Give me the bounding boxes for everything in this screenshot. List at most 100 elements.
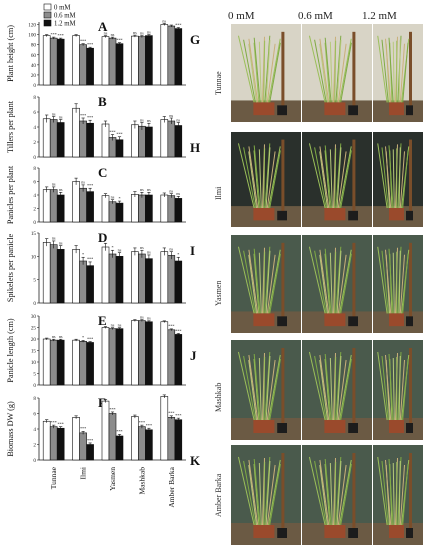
- bar: [138, 426, 146, 461]
- category-label: Tunnae: [49, 466, 58, 489]
- bar: [131, 416, 139, 461]
- bar: [145, 429, 153, 461]
- significance-label: *: [177, 252, 179, 257]
- significance-label: ***: [109, 129, 115, 134]
- plant-photos-panel: 0 mM 0.6 mM 1.2 mM G Tunnae H Ilmi I Yasmen J M…: [190, 0, 423, 550]
- bar: [138, 320, 146, 386]
- bar: [101, 246, 110, 304]
- photo-panel-letter: I: [190, 243, 196, 258]
- bar: [145, 258, 153, 304]
- y-tick-label: 60: [31, 53, 37, 59]
- plant-photo: [302, 132, 372, 227]
- bar: [42, 242, 51, 304]
- bar: [79, 187, 87, 223]
- significance-label: ***: [80, 426, 86, 431]
- legend-swatch: [43, 11, 52, 19]
- significance-label: ns: [59, 187, 63, 192]
- significance-label: ***: [116, 132, 122, 137]
- photo-cultivar-label: Tunnae: [214, 70, 223, 95]
- significance-label: ns: [104, 30, 108, 35]
- bar: [145, 35, 153, 86]
- significance-label: ***: [168, 324, 174, 329]
- photo-panel-letter: G: [190, 32, 201, 47]
- bar: [72, 339, 80, 386]
- bar: [86, 265, 94, 304]
- bar: [49, 244, 58, 304]
- bar: [160, 24, 169, 86]
- bar: [72, 181, 80, 223]
- y-tick-label: 8: [33, 95, 36, 101]
- bar: [86, 191, 94, 223]
- plant-photo: [231, 132, 301, 227]
- bar: [108, 413, 117, 461]
- bar: [131, 124, 139, 158]
- significance-label: ns: [52, 111, 56, 116]
- bar: [174, 260, 183, 304]
- significance-label: *: [118, 196, 120, 201]
- y-tick-label: 40: [31, 63, 37, 69]
- significance-label: ns: [140, 117, 144, 122]
- category-label: Amber Barka: [167, 466, 176, 507]
- bar: [131, 251, 139, 304]
- bar: [42, 35, 51, 86]
- bar: [138, 194, 146, 223]
- bar: [138, 125, 146, 158]
- bar: [167, 120, 176, 158]
- y-axis-label: Panicles per plant: [6, 165, 15, 224]
- photo-cultivar-label: Mashkab: [214, 382, 223, 412]
- bar: [42, 338, 51, 386]
- bar: [101, 400, 110, 461]
- significance-label: ns: [140, 30, 144, 35]
- y-tick-label: 0: [33, 220, 36, 226]
- significance-label: ns: [147, 29, 151, 34]
- y-tick-label: 5: [33, 372, 36, 378]
- bar: [145, 194, 153, 223]
- bar: [131, 320, 139, 386]
- significance-label: ***: [87, 438, 93, 443]
- significance-label: ns: [147, 250, 151, 255]
- bar: [49, 189, 58, 223]
- plant-photo: [302, 445, 372, 545]
- significance-label: ***: [58, 33, 64, 38]
- bar: [86, 122, 94, 158]
- significance-label: ns: [162, 18, 166, 23]
- bar: [42, 118, 51, 158]
- bar: [174, 28, 183, 86]
- bar: [86, 47, 94, 86]
- y-tick-label: 100: [28, 33, 36, 39]
- significance-label: ***: [87, 42, 93, 47]
- y-tick-label: 2: [33, 140, 36, 146]
- photo-header-06mM: 0.6 mM: [298, 10, 333, 22]
- significance-label: ns: [111, 323, 115, 328]
- significance-label: ***: [58, 421, 64, 426]
- y-tick-label: 6: [33, 180, 36, 186]
- plant-photo: [302, 340, 372, 440]
- y-tick-label: 8: [33, 166, 36, 172]
- y-tick-label: 8: [33, 396, 36, 402]
- y-tick-label: 15: [31, 349, 37, 355]
- significance-label: ns: [169, 113, 173, 118]
- y-axis-label: Panicle length (cm): [6, 318, 15, 382]
- bar: [138, 36, 146, 86]
- significance-label: ***: [87, 336, 93, 341]
- plant-photo: [373, 235, 423, 333]
- bar: [49, 119, 58, 158]
- plant-photo: [373, 340, 423, 440]
- y-tick-label: 0: [33, 458, 36, 464]
- category-label: Mashkab: [137, 467, 146, 495]
- significance-label: ns: [176, 117, 180, 122]
- significance-label: ns: [147, 118, 151, 123]
- y-tick-label: 15: [31, 231, 37, 237]
- photo-header-0mM: 0 mM: [228, 10, 255, 22]
- bar: [108, 328, 117, 386]
- significance-label: ns: [140, 314, 144, 319]
- significance-label: ns: [59, 114, 63, 119]
- bar: [160, 396, 169, 461]
- y-tick-label: 0: [33, 155, 36, 161]
- significance-label: ns: [52, 236, 56, 241]
- significance-label: ns: [140, 187, 144, 192]
- plant-photo: [231, 340, 301, 440]
- significance-label: ns: [81, 180, 85, 185]
- y-tick-label: 20: [31, 73, 37, 79]
- panel-letter: E: [98, 313, 107, 328]
